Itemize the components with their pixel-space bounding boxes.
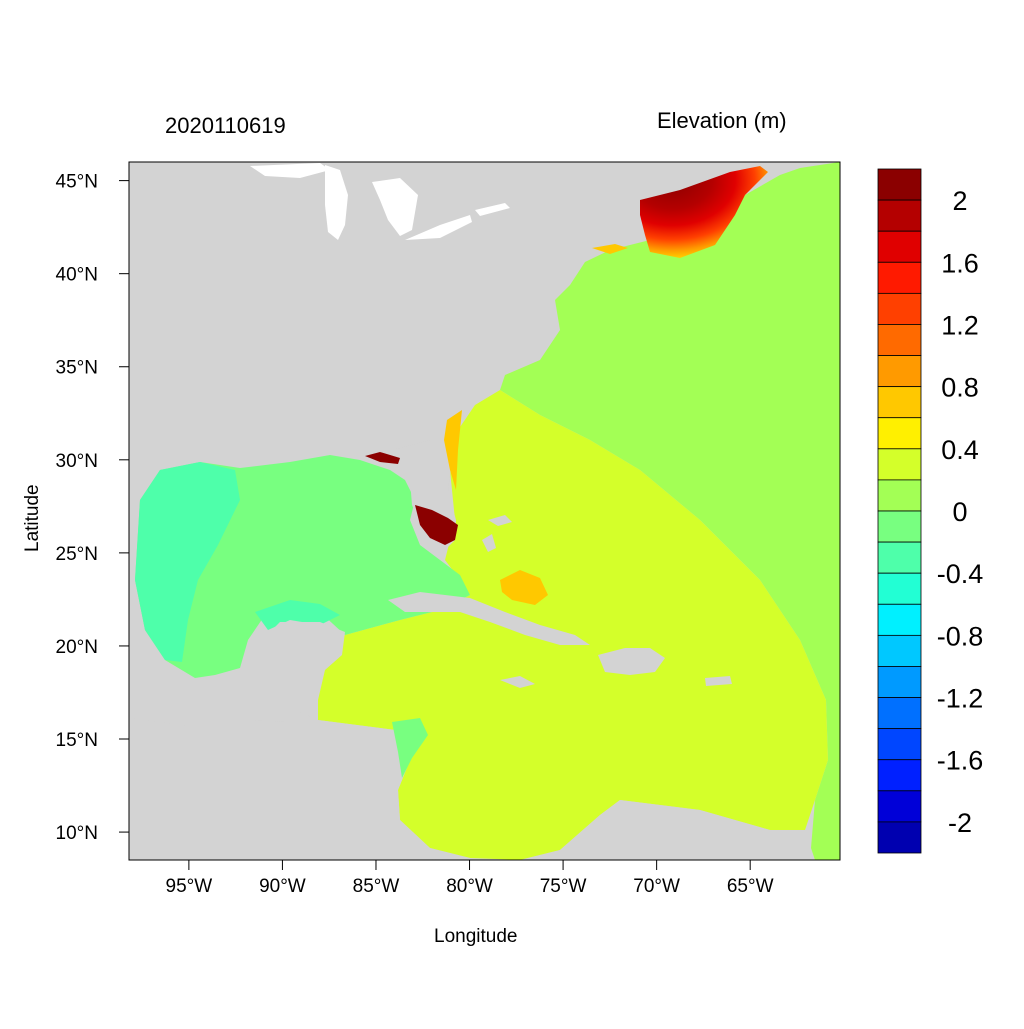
colorbar-swatch <box>877 572 922 605</box>
y-tick-label: 45°N <box>56 172 98 193</box>
y-axis-label: Latitude <box>22 484 43 552</box>
x-tick-label: 90°W <box>259 876 306 897</box>
colorbar-label: -0.4 <box>937 559 984 589</box>
x-tick-label: 95°W <box>166 876 213 897</box>
colorbar-label: 2 <box>952 186 967 216</box>
honduras-coast <box>392 718 428 778</box>
gulf-west <box>135 462 240 662</box>
colorbar-swatch <box>877 324 922 356</box>
colorbar-label: 0.4 <box>941 435 979 465</box>
colorbar-label: 0.8 <box>941 373 979 403</box>
florida-surge <box>415 505 458 545</box>
lake-superior <box>250 163 330 178</box>
yucatan-land <box>262 622 345 720</box>
colorbar-swatch <box>877 448 922 481</box>
colorbar-swatch <box>877 697 922 730</box>
y-tick-label: 20°N <box>56 637 98 658</box>
colorbar-swatch <box>877 510 922 543</box>
x-tick-label: 80°W <box>446 876 493 897</box>
colorbar-swatch <box>877 199 922 232</box>
colorbar-title: Elevation (m) <box>657 108 787 133</box>
jamaica-land <box>500 676 535 688</box>
colorbar-label: -0.8 <box>937 621 984 651</box>
y-tick-label: 15°N <box>56 730 98 751</box>
colorbar-swatch <box>877 759 922 792</box>
cuba-land <box>388 592 590 645</box>
x-tick-label: 75°W <box>540 876 587 897</box>
gulf-of-maine-surge <box>640 166 768 258</box>
colorbar-swatch <box>877 479 922 512</box>
x-axis-ticks: 95°W 90°W 85°W 80°W 75°W 70°W 65°W <box>166 860 774 897</box>
y-axis-ticks: 45°N 40°N 35°N 30°N 25°N 20°N 15°N 10°N <box>56 172 129 844</box>
colorbar-label: -2 <box>948 808 972 838</box>
date-title: 2020110619 <box>165 113 286 138</box>
colorbar-swatch <box>877 821 922 854</box>
colorbar-label: 0 <box>952 497 967 527</box>
nw-florida-surge <box>365 452 400 464</box>
colorbar-label: -1.6 <box>937 746 984 776</box>
x-tick-label: 85°W <box>353 876 400 897</box>
y-tick-label: 25°N <box>56 544 98 565</box>
colorbar-swatch <box>877 261 922 294</box>
colorbar-swatch <box>877 790 922 823</box>
colorbar-label: 1.2 <box>941 310 979 340</box>
hispaniola-land <box>598 648 665 675</box>
colorbar-swatch <box>877 386 922 419</box>
colorbar-swatch <box>877 603 922 636</box>
colorbar-swatch <box>877 292 922 325</box>
y-tick-label: 10°N <box>56 823 98 844</box>
colorbar-swatch <box>877 168 922 201</box>
colorbar-swatch <box>877 417 922 450</box>
y-tick-label: 30°N <box>56 451 98 472</box>
colorbar: 2 1.6 1.2 0.8 0.4 0 -0.4 -0.8 -1.2 -1.6 -2 <box>877 168 984 854</box>
colorbar-swatch <box>877 634 922 667</box>
lake-huron <box>372 178 418 236</box>
y-tick-label: 35°N <box>56 358 98 379</box>
colorbar-label: 1.6 <box>941 248 979 278</box>
florida-east-coast-band <box>444 410 462 490</box>
x-tick-label: 70°W <box>633 876 680 897</box>
bahamas-island-2 <box>488 515 512 526</box>
atlantic-ocean <box>500 162 840 860</box>
colorbar-swatch <box>877 230 922 263</box>
long-island-surge <box>592 244 628 254</box>
lake-erie <box>405 215 472 240</box>
colorbar-swatch <box>877 355 922 388</box>
bahamas-bank <box>500 570 548 605</box>
x-tick-label: 65°W <box>727 876 774 897</box>
south-america-land <box>520 800 815 860</box>
colorbar-swatch <box>877 541 922 574</box>
plot-frame <box>128 161 841 861</box>
colorbar-swatch <box>877 728 922 761</box>
lake-ontario <box>475 203 510 216</box>
colorbar-label: -1.2 <box>937 684 984 714</box>
caribbean-sea <box>318 390 828 860</box>
map-layers <box>129 162 840 860</box>
central-america-land <box>129 718 470 860</box>
x-axis-label: Longitude <box>434 926 518 947</box>
puerto-rico-land <box>705 676 732 686</box>
bahamas-island <box>482 534 496 552</box>
y-tick-label: 40°N <box>56 265 98 286</box>
lake-michigan <box>325 165 348 240</box>
colorbar-swatch <box>877 666 922 698</box>
